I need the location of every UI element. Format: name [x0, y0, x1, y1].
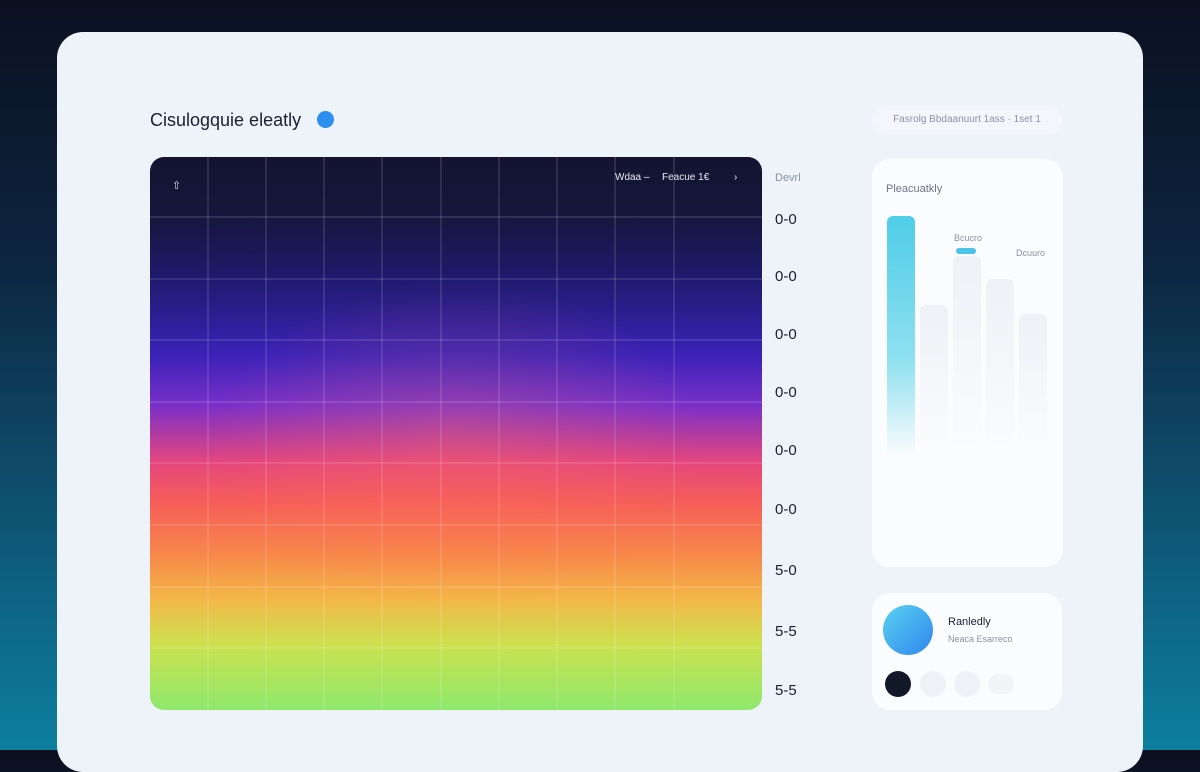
scale-label: 0-0 — [775, 211, 797, 228]
profile-subtitle: Neaca Esarreco — [948, 634, 1013, 644]
action-pill[interactable] — [988, 674, 1014, 694]
bar — [986, 279, 1014, 456]
legend-left: Wdaa – — [615, 172, 650, 183]
action-button[interactable] — [954, 671, 980, 697]
scale-label: 0-0 — [775, 442, 797, 459]
side-card: Pleacuatkly Bcucro Dcuuro — [872, 159, 1063, 567]
heatmap-grid — [150, 157, 762, 710]
info-dot[interactable] — [317, 111, 334, 128]
side-label-a: Bcucro — [954, 233, 983, 243]
scale-label: 0-0 — [775, 268, 797, 285]
page-title: Cisulogquie eleatly — [150, 110, 302, 130]
heatmap: ⇧ Wdaa – Feacue 1€ › — [150, 157, 762, 710]
action-button[interactable] — [885, 671, 911, 697]
corner-icon[interactable]: ⇧ — [172, 180, 182, 192]
toolbar-pill[interactable]: Fasrolg Bbdaanuurt 1ass · 1set 1 — [872, 106, 1062, 134]
side-card-title: Pleacuatkly — [886, 183, 943, 195]
action-button[interactable] — [920, 671, 946, 697]
bar — [953, 256, 981, 456]
side-label-b: Dcuuro — [1016, 248, 1046, 258]
bar-highlight — [887, 216, 915, 456]
scale-label: 5-5 — [775, 682, 797, 699]
grid-lines — [150, 157, 762, 710]
scale-label: 5-5 — [775, 623, 797, 640]
profile-card: Ranledly Neaca Esarreco — [872, 593, 1062, 710]
profile-name: Ranledly — [948, 616, 991, 628]
avatar — [883, 605, 933, 655]
legend-arrow[interactable]: › — [734, 172, 738, 183]
bar-marker — [956, 248, 976, 254]
legend-right: Feacue 1€ — [662, 172, 710, 183]
bar — [1019, 314, 1047, 456]
scale-label: 0-0 — [775, 326, 797, 343]
scale-label: 0-0 — [775, 501, 797, 518]
scale-label: 5-0 — [775, 562, 797, 579]
scale-title: Devrl — [775, 172, 801, 184]
scale-label: 0-0 — [775, 384, 797, 401]
bar — [920, 305, 948, 455]
